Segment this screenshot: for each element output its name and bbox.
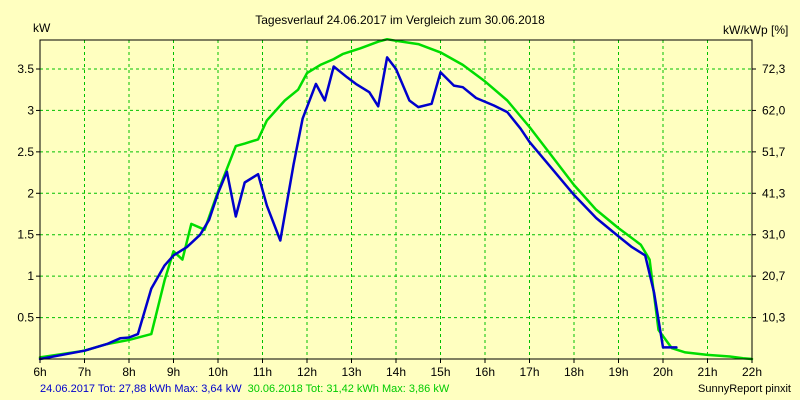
x-tick-label: 11h [253,365,272,379]
legend: 24.06.2017 Tot: 27,88 kWh Max: 3,64 kW 3… [40,383,450,395]
y-tick-label-left: 2 [27,186,34,200]
credit-text: SunnyReport pinxit [698,383,791,395]
y-tick-label-right: 31,0 [762,228,786,242]
x-tick-label: 19h [608,365,628,379]
chart-title: Tagesverlauf 24.06.2017 im Vergleich zum… [255,13,545,27]
y-tick-label-right: 10,3 [762,311,786,325]
y-tick-label-right: 62,0 [762,103,786,117]
x-tick-label: 17h [519,365,539,379]
left-y-axis: 0.5 1 1.5 2 2.5 3 3.5 [17,62,40,325]
right-y-axis: 10,3 20,7 31,0 41,3 51,7 62,0 72,3 [752,62,786,325]
y-tick-label-right: 51,7 [762,145,786,159]
x-tick-label: 22h [742,365,762,379]
y-tick-label-left: 0.5 [17,311,34,325]
x-tick-label: 20h [653,365,673,379]
y-tick-label-left: 3.5 [17,62,34,76]
x-tick-label: 21h [697,365,717,379]
x-tick-label: 15h [430,365,450,379]
series-line-30.06.2018 [38,37,754,361]
y-tick-label-left: 1.5 [17,228,34,242]
y-tick-label-right: 72,3 [762,62,786,76]
y-tick-label-right: 20,7 [762,269,786,283]
y-tick-label-left: 1 [27,269,34,283]
x-axis: 6h 7h 8h 9h 10h 11h 12h 13h 14h 15h 16h 17h 18h 19h 20… [33,359,762,379]
legend-series-2: 30.06.2018 Tot: 31,42 kWh Max: 3,86 kW [248,383,450,395]
x-tick-label: 13h [341,365,361,379]
series-layer [38,37,754,361]
y-tick-label-left: 3 [27,103,34,117]
x-tick-label: 8h [122,365,135,379]
x-tick-label: 6h [33,365,46,379]
series-line-24.06.2017 [38,56,678,361]
y-tick-label-right: 41,3 [762,186,786,200]
x-tick-label: 18h [564,365,584,379]
legend-series-1: 24.06.2017 Tot: 27,88 kWh Max: 3,64 kW [40,383,242,395]
x-tick-label: 7h [78,365,91,379]
x-tick-label: 16h [475,365,495,379]
x-tick-label: 12h [297,365,317,379]
x-tick-label: 14h [386,365,406,379]
x-tick-label: 10h [208,365,228,379]
x-tick-label: 9h [167,365,180,379]
grid [40,40,752,359]
right-axis-label: kW/kWp [%] [723,23,788,37]
left-axis-label: kW [33,21,51,35]
y-tick-label-left: 2.5 [17,145,34,159]
